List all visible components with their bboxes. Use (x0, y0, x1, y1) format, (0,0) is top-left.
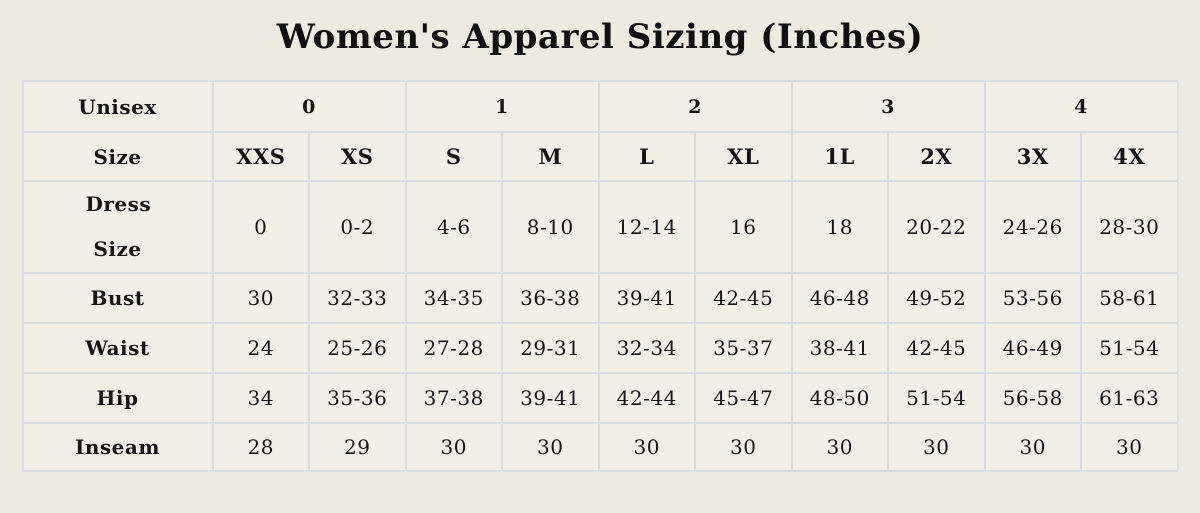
size-cell: XL (694, 131, 793, 182)
row-label-dress-size: Dress Size (21, 180, 214, 274)
dress-size-cell: 18 (790, 180, 889, 274)
hip-cell: 61-63 (1080, 372, 1179, 424)
size-cell: S (404, 131, 503, 182)
dress-size-cell: 28-30 (1080, 180, 1179, 274)
hip-cell: 39-41 (501, 372, 600, 424)
row-label-hip: Hip (21, 372, 214, 424)
inseam-cell: 30 (887, 422, 986, 472)
hip-cell: 34 (211, 372, 310, 424)
waist-cell: 38-41 (790, 322, 889, 374)
bust-cell: 34-35 (404, 272, 503, 324)
unisex-row: Unisex 0 1 2 3 4 (21, 80, 1179, 133)
waist-cell: 42-45 (887, 322, 986, 374)
row-label-inseam: Inseam (21, 422, 214, 472)
size-cell: XXS (211, 131, 310, 182)
hip-cell: 37-38 (404, 372, 503, 424)
waist-cell: 29-31 (501, 322, 600, 374)
size-cell: 2X (887, 131, 986, 182)
bust-cell: 49-52 (887, 272, 986, 324)
bust-cell: 32-33 (308, 272, 407, 324)
inseam-cell: 28 (211, 422, 310, 472)
bust-cell: 53-56 (983, 272, 1082, 324)
inseam-cell: 30 (404, 422, 503, 472)
inseam-row: Inseam 28 29 30 30 30 30 30 30 30 30 (21, 422, 1179, 472)
size-cell: XS (308, 131, 407, 182)
inseam-cell: 30 (983, 422, 1082, 472)
size-cell: 1L (790, 131, 889, 182)
unisex-group-cell: 3 (790, 80, 986, 133)
waist-cell: 24 (211, 322, 310, 374)
bust-row: Bust 30 32-33 34-35 36-38 39-41 42-45 46… (21, 272, 1179, 324)
dress-size-cell: 16 (694, 180, 793, 274)
hip-cell: 35-36 (308, 372, 407, 424)
row-label-bust: Bust (21, 272, 214, 324)
inseam-cell: 29 (308, 422, 407, 472)
size-cell: 4X (1080, 131, 1179, 182)
dress-size-cell: 12-14 (597, 180, 696, 274)
waist-cell: 35-37 (694, 322, 793, 374)
bust-cell: 58-61 (1080, 272, 1179, 324)
inseam-cell: 30 (501, 422, 600, 472)
size-row: Size XXS XS S M L XL 1L 2X 3X 4X (21, 131, 1179, 182)
size-cell: M (501, 131, 600, 182)
size-cell: L (597, 131, 696, 182)
row-label-size: Size (21, 131, 214, 182)
dress-size-cell: 0-2 (308, 180, 407, 274)
bust-cell: 39-41 (597, 272, 696, 324)
hip-row: Hip 34 35-36 37-38 39-41 42-44 45-47 48-… (21, 372, 1179, 424)
waist-cell: 46-49 (983, 322, 1082, 374)
row-label-text: Dress Size (85, 192, 152, 261)
row-label-waist: Waist (21, 322, 214, 374)
waist-cell: 25-26 (308, 322, 407, 374)
inseam-cell: 30 (597, 422, 696, 472)
hip-cell: 56-58 (983, 372, 1082, 424)
bust-cell: 46-48 (790, 272, 889, 324)
hip-cell: 45-47 (694, 372, 793, 424)
dress-size-cell: 0 (211, 180, 310, 274)
unisex-group-cell: 2 (597, 80, 793, 133)
dress-size-cell: 20-22 (887, 180, 986, 274)
unisex-group-cell: 1 (404, 80, 600, 133)
sizing-table: Unisex 0 1 2 3 4 Size XXS XS S M L XL 1L… (21, 80, 1179, 472)
unisex-group-cell: 4 (983, 80, 1179, 133)
bust-cell: 30 (211, 272, 310, 324)
hip-cell: 51-54 (887, 372, 986, 424)
dress-size-cell: 24-26 (983, 180, 1082, 274)
inseam-cell: 30 (790, 422, 889, 472)
inseam-cell: 30 (694, 422, 793, 472)
size-cell: 3X (983, 131, 1082, 182)
page-title: Women's Apparel Sizing (Inches) (276, 17, 924, 57)
dress-size-cell: 4-6 (404, 180, 503, 274)
waist-row: Waist 24 25-26 27-28 29-31 32-34 35-37 3… (21, 322, 1179, 374)
bust-cell: 42-45 (694, 272, 793, 324)
waist-cell: 32-34 (597, 322, 696, 374)
dress-size-cell: 8-10 (501, 180, 600, 274)
waist-cell: 27-28 (404, 322, 503, 374)
hip-cell: 48-50 (790, 372, 889, 424)
unisex-group-cell: 0 (211, 80, 407, 133)
inseam-cell: 30 (1080, 422, 1179, 472)
row-label-unisex: Unisex (21, 80, 214, 133)
bust-cell: 36-38 (501, 272, 600, 324)
hip-cell: 42-44 (597, 372, 696, 424)
dress-size-row: Dress Size 0 0-2 4-6 8-10 12-14 16 18 20… (21, 180, 1179, 274)
waist-cell: 51-54 (1080, 322, 1179, 374)
